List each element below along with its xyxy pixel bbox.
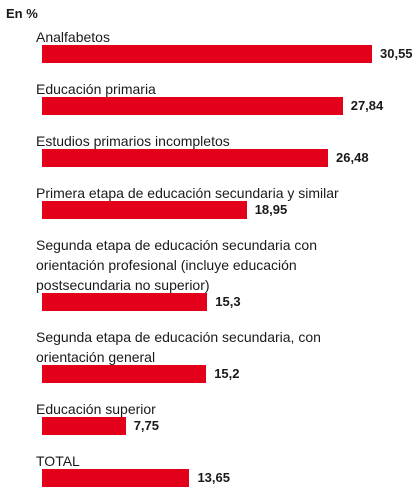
bar [42, 97, 343, 115]
value-label: 30,55 [380, 46, 413, 61]
bar [42, 365, 207, 383]
chart-title: En % [6, 6, 38, 21]
bar [42, 201, 247, 219]
bar [42, 293, 208, 311]
category-label: Segunda etapa de educación secundaria co… [36, 237, 317, 293]
bar [42, 149, 329, 167]
category-label: Segunda etapa de educación secundaria, c… [36, 329, 321, 365]
value-label: 15,2 [214, 366, 240, 381]
category-label: Primera etapa de educación secundaria y … [36, 185, 339, 201]
bar [42, 417, 126, 435]
value-label: 26,48 [336, 150, 369, 165]
value-label: 18,95 [254, 202, 288, 217]
value-label: 15,3 [215, 294, 241, 309]
bar [42, 45, 372, 63]
category-label: Analfabetos [36, 29, 110, 45]
category-label: TOTAL [36, 453, 80, 469]
category-label: Educación primaria [36, 81, 156, 97]
value-label: 7,75 [133, 418, 160, 433]
category-label: Educación superior [36, 401, 156, 417]
bar [42, 469, 190, 487]
value-label: 27,84 [350, 98, 384, 113]
category-label: Estudios primarios incompletos [36, 133, 230, 149]
value-label: 13,65 [197, 470, 230, 485]
